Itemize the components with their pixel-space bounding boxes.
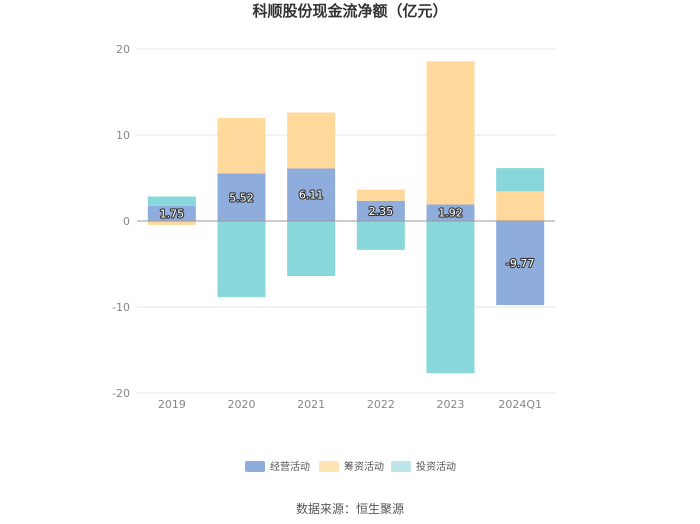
x-tick-label: 2022 xyxy=(367,398,395,411)
y-axis-ticks: 20 10 0 -10 -20 xyxy=(112,43,130,400)
legend-swatch xyxy=(391,461,411,472)
x-axis-ticks: 2019 2020 2021 2022 2023 2024Q1 xyxy=(158,398,542,411)
x-tick-label: 2023 xyxy=(437,398,465,411)
data-label: 2.35 xyxy=(369,205,394,218)
bar-2023-series-2 xyxy=(426,221,475,374)
bar-2019-series-0 xyxy=(147,205,196,221)
bar-2023-series-0 xyxy=(426,204,475,221)
source-note: 数据来源：恒生聚源 xyxy=(296,501,404,516)
y-tick-label: 10 xyxy=(116,129,130,142)
bar-2023-series-1 xyxy=(426,61,475,205)
legend-swatch xyxy=(245,461,265,472)
data-labels: 1.75 5.52 6.11 2.35 1.92 -9.77 xyxy=(158,188,535,271)
bar-2024Q1-series-1 xyxy=(496,191,545,221)
bar-2021-series-1 xyxy=(287,112,336,169)
bar-2022-series-1 xyxy=(356,189,405,201)
x-tick-label: 2024Q1 xyxy=(498,398,542,411)
y-tick-label: 20 xyxy=(116,43,130,56)
bar-2021-series-2 xyxy=(287,221,336,277)
y-tick-label: 0 xyxy=(123,215,130,228)
x-tick-label: 2019 xyxy=(158,398,186,411)
chart-title: 科顺股份现金流净额（亿元） xyxy=(252,2,447,20)
legend-swatch xyxy=(319,461,339,472)
data-label: 1.75 xyxy=(160,207,185,220)
bar-2021-series-0 xyxy=(287,168,336,221)
legend-label: 投资活动 xyxy=(416,460,456,473)
bar-2022-series-2 xyxy=(356,221,405,250)
y-tick-label: -20 xyxy=(112,387,130,400)
y-tick-label: -10 xyxy=(112,301,130,314)
bar-2019-series-1 xyxy=(147,221,196,225)
bar-2024Q1-series-0 xyxy=(496,221,545,306)
data-label: 6.11 xyxy=(299,189,324,202)
grid-lines xyxy=(137,48,555,394)
bar-2020-series-2 xyxy=(217,221,266,298)
bar-2022-series-0 xyxy=(356,200,405,221)
bars xyxy=(147,61,545,374)
bar-2019-series-2 xyxy=(147,196,196,206)
legend-label: 经营活动 xyxy=(270,460,310,473)
data-label: -9.77 xyxy=(506,257,534,270)
legend: 经营活动 筹资活动 投资活动 xyxy=(245,460,456,473)
bar-2024Q1-series-2 xyxy=(496,168,545,192)
data-label: 1.92 xyxy=(438,207,463,220)
bar-2020-series-0 xyxy=(217,173,266,221)
bar-2020-series-1 xyxy=(217,118,266,174)
x-tick-label: 2020 xyxy=(228,398,256,411)
x-tick-label: 2021 xyxy=(297,398,325,411)
legend-label: 筹资活动 xyxy=(344,460,384,473)
data-label: 5.52 xyxy=(229,191,254,204)
